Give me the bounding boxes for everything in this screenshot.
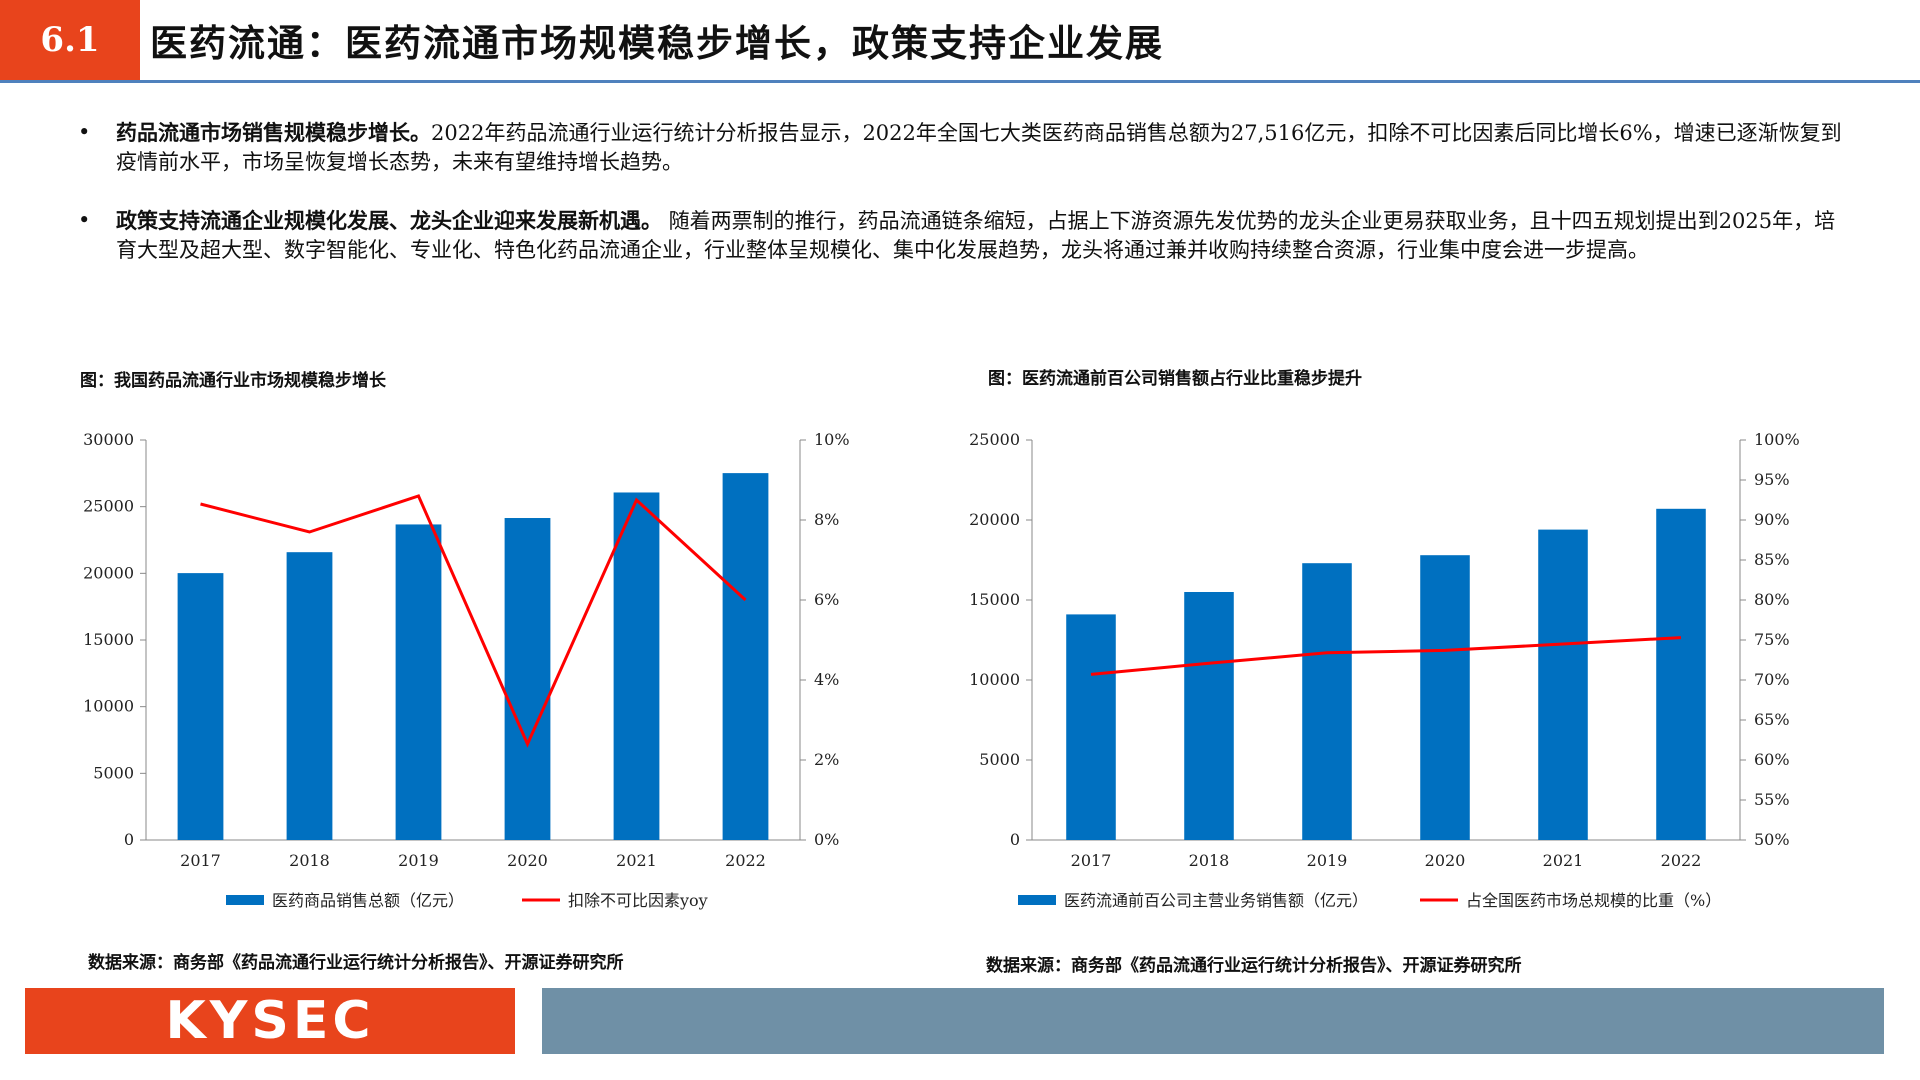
left-axis-tick-label: 15000: [969, 590, 1020, 609]
left-axis-tick-label: 10000: [969, 670, 1020, 689]
bar: [504, 518, 551, 840]
x-axis-tick-label: 2020: [507, 851, 548, 870]
x-axis-tick-label: 2018: [289, 851, 330, 870]
x-axis-tick-label: 2019: [398, 851, 439, 870]
bar: [177, 573, 224, 840]
bar: [1066, 614, 1116, 840]
chart-title-top100-share: 图：医药流通前百公司销售额占行业比重稳步提升: [988, 369, 1362, 389]
right-axis-tick-label: 60%: [1754, 750, 1790, 769]
right-axis-tick-label: 55%: [1754, 790, 1790, 809]
x-axis-tick-label: 2022: [725, 851, 766, 870]
left-axis-tick-label: 25000: [83, 497, 134, 516]
x-axis-tick-label: 2021: [1543, 851, 1584, 870]
bullet-item: • 政策支持流通企业规模化发展、龙头企业迎来发展新机遇。 随着两票制的推行，药品…: [78, 206, 1848, 265]
chart-title-market-size: 图：我国药品流通行业市场规模稳步增长: [80, 371, 386, 391]
x-axis-tick-label: 2018: [1189, 851, 1230, 870]
top100-share-chart: 0 5000 10000 15000 20000 25000 50% 55% 60% 65% 70%…: [969, 430, 1800, 910]
kysec-logo: KYSEC: [25, 988, 515, 1054]
bar: [1538, 529, 1588, 840]
left-axis-tick-label: 25000: [969, 430, 1020, 449]
header-divider: [0, 80, 1920, 83]
legend-label-bar: 医药流通前百公司主营业务销售额（亿元）: [1064, 891, 1368, 910]
bar: [1302, 563, 1352, 840]
right-axis-tick-label: 10%: [814, 430, 850, 449]
right-axis-tick-label: 100%: [1754, 430, 1800, 449]
right-axis-tick-label: 0%: [814, 830, 839, 849]
x-axis-tick-label: 2021: [616, 851, 657, 870]
market-size-chart: 0 5000 10000 15000 20000 25000 30000 0% 2% 4% 6% 8%…: [83, 430, 850, 910]
logo-text: KYSEC: [165, 991, 375, 1051]
x-axis-tick-label: 2020: [1425, 851, 1466, 870]
bullet-marker: •: [78, 120, 91, 144]
left-axis-tick-label: 5000: [93, 763, 134, 782]
right-axis-tick-label: 80%: [1754, 590, 1790, 609]
bar: [1184, 592, 1234, 840]
right-axis-tick-label: 6%: [814, 590, 839, 609]
bar: [395, 524, 442, 840]
section-number-badge: 6.1: [0, 0, 140, 80]
bullet-marker: •: [78, 208, 91, 232]
legend-label-line: 占全国医药市场总规模的比重（%）: [1466, 891, 1721, 910]
left-axis-tick-label: 15000: [83, 630, 134, 649]
right-axis-tick-label: 8%: [814, 510, 839, 529]
bar: [286, 552, 333, 840]
legend-label-bar: 医药商品销售总额（亿元）: [272, 891, 464, 910]
bullet-heading: 政策支持流通企业规模化发展、龙头企业迎来发展新机遇。: [116, 208, 662, 233]
series-line: [200, 494, 747, 748]
bar: [613, 492, 660, 840]
left-axis-tick-label: 30000: [83, 430, 134, 449]
x-axis-tick-label: 2019: [1307, 851, 1348, 870]
legend-label-line: 扣除不可比因素yoy: [568, 891, 708, 910]
x-axis-tick-label: 2017: [180, 851, 221, 870]
right-axis-tick-label: 75%: [1754, 630, 1790, 649]
bar: [1420, 555, 1470, 840]
left-axis-tick-label: 5000: [979, 750, 1020, 769]
right-axis-tick-label: 2%: [814, 750, 839, 769]
right-axis-tick-label: 70%: [1754, 670, 1790, 689]
page-title: 医药流通：医药流通市场规模稳步增长，政策支持企业发展: [150, 21, 1164, 65]
right-axis-tick-label: 95%: [1754, 470, 1790, 489]
legend-swatch-bar: [1018, 895, 1056, 905]
left-axis-tick-label: 10000: [83, 697, 134, 716]
bullet-heading: 药品流通市场销售规模稳步增长。: [116, 120, 431, 145]
bullet-list: • 药品流通市场销售规模稳步增长。2022年药品流通行业运行统计分析报告显示，2…: [78, 118, 1848, 294]
right-axis-tick-label: 65%: [1754, 710, 1790, 729]
left-axis-tick-label: 0: [124, 830, 134, 849]
x-axis-tick-label: 2022: [1661, 851, 1702, 870]
footer-bar: [542, 988, 1884, 1054]
x-axis-tick-label: 2017: [1071, 851, 1112, 870]
legend-swatch-bar: [226, 895, 264, 905]
left-axis-tick-label: 20000: [969, 510, 1020, 529]
series-line: [1090, 636, 1682, 676]
bullet-text: 随着两票制的推行，药品流通链条缩短，占据上下游资源先发优势的龙头企业更易获取业务…: [116, 209, 1836, 262]
right-axis-tick-label: 90%: [1754, 510, 1790, 529]
bar: [1656, 508, 1706, 840]
right-axis-tick-label: 50%: [1754, 830, 1790, 849]
left-axis-tick-label: 20000: [83, 563, 134, 582]
bullet-text: 2022年药品流通行业运行统计分析报告显示，2022年全国七大类医药商品销售总额…: [116, 121, 1842, 174]
right-axis-tick-label: 4%: [814, 670, 839, 689]
bar: [722, 473, 769, 840]
left-axis-tick-label: 0: [1010, 830, 1020, 849]
data-source-right: 数据来源：商务部《药品流通行业运行统计分析报告》、开源证券研究所: [986, 956, 1522, 976]
right-axis-tick-label: 85%: [1754, 550, 1790, 569]
bullet-item: • 药品流通市场销售规模稳步增长。2022年药品流通行业运行统计分析报告显示，2…: [78, 118, 1848, 177]
data-source-left: 数据来源：商务部《药品流通行业运行统计分析报告》、开源证券研究所: [88, 953, 624, 973]
